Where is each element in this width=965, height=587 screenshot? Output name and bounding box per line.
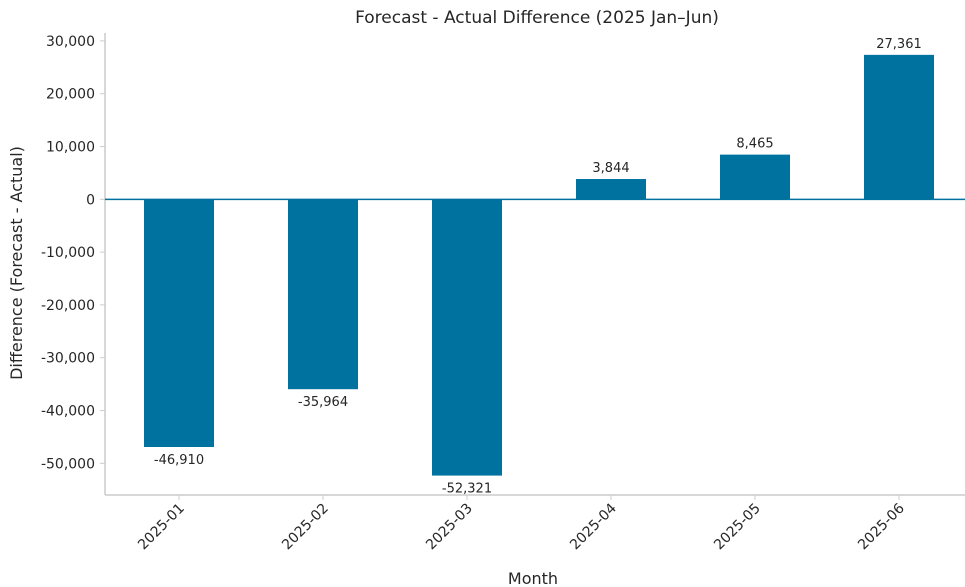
data-label: 27,361 [876, 37, 922, 52]
y-tick-label: 10,000 [46, 140, 95, 156]
y-tick-label: -20,000 [41, 298, 95, 314]
y-tick-label: 0 [86, 192, 95, 208]
data-label: 3,844 [592, 161, 629, 176]
chart-title: Forecast - Actual Difference (2025 Jan–J… [355, 8, 719, 28]
x-tick-label: 2025-05 [711, 501, 764, 554]
data-label: -52,321 [442, 482, 492, 497]
y-tick-label: -50,000 [41, 456, 95, 472]
y-tick-label: -40,000 [41, 404, 95, 420]
bar-2025-04 [576, 179, 646, 200]
bar-2025-05 [720, 154, 790, 200]
x-tick-label: 2025-03 [423, 501, 476, 554]
x-tick-label: 2025-04 [567, 500, 620, 553]
y-axis-label: Difference (Forecast - Actual) [7, 146, 26, 380]
x-tick-label: 2025-02 [279, 501, 332, 554]
y-tick-label: 30,000 [46, 34, 95, 50]
data-label: -35,964 [298, 395, 348, 410]
data-label: -46,910 [154, 453, 204, 468]
bar-2025-06 [864, 54, 934, 200]
x-tick-label: 2025-01 [135, 501, 188, 554]
x-tick-label: 2025-06 [855, 500, 908, 553]
x-axis-label: Month [508, 569, 558, 587]
data-label: 8,465 [736, 137, 773, 152]
bar-2025-01 [144, 199, 214, 448]
y-tick-label: -10,000 [41, 245, 95, 261]
bar-2025-03 [432, 199, 502, 476]
y-tick-label: 20,000 [46, 87, 95, 103]
y-tick-label: -30,000 [41, 351, 95, 367]
bar-2025-02 [288, 199, 358, 390]
plot-area: 30,000 20,000 10,000 0 -10,000 -20,000 -30,000… [41, 33, 965, 553]
